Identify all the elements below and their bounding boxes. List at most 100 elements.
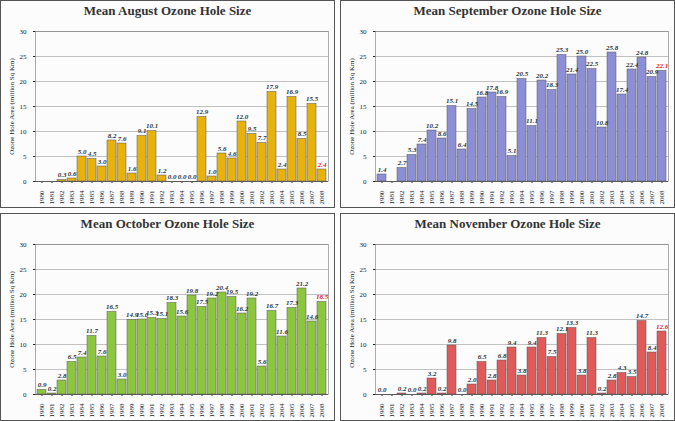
- svg-text:8.5: 8.5: [298, 130, 307, 138]
- svg-text:18.5: 18.5: [316, 293, 329, 301]
- svg-text:1980: 1980: [38, 403, 46, 418]
- svg-text:30: 30: [20, 28, 28, 36]
- svg-text:25: 25: [20, 266, 28, 274]
- svg-text:2.4: 2.4: [277, 161, 287, 169]
- svg-text:5.1: 5.1: [508, 147, 517, 155]
- svg-text:2004: 2004: [618, 403, 626, 418]
- svg-text:12.0: 12.0: [236, 113, 249, 121]
- svg-text:6.5: 6.5: [478, 353, 487, 361]
- svg-text:3.8: 3.8: [577, 367, 587, 375]
- svg-text:1990: 1990: [138, 190, 146, 205]
- svg-text:1991: 1991: [148, 190, 156, 205]
- svg-text:2000: 2000: [578, 190, 586, 205]
- svg-text:22.4: 22.4: [625, 61, 639, 69]
- svg-text:20: 20: [360, 291, 368, 299]
- svg-text:1989: 1989: [468, 403, 476, 418]
- svg-text:0.2: 0.2: [438, 385, 447, 393]
- svg-text:0.0: 0.0: [178, 173, 187, 181]
- svg-text:1993: 1993: [168, 403, 176, 418]
- svg-text:1995: 1995: [528, 190, 536, 205]
- svg-text:2002: 2002: [598, 403, 606, 418]
- svg-text:1987: 1987: [448, 190, 456, 205]
- svg-text:2003: 2003: [268, 190, 276, 205]
- svg-text:0.0: 0.0: [378, 386, 387, 394]
- svg-text:1992: 1992: [498, 403, 506, 418]
- svg-text:0.2: 0.2: [398, 385, 407, 393]
- svg-text:20: 20: [20, 78, 28, 86]
- svg-text:2008: 2008: [658, 190, 666, 205]
- svg-text:1988: 1988: [118, 190, 126, 205]
- svg-text:2004: 2004: [278, 190, 286, 205]
- svg-text:10: 10: [360, 128, 368, 136]
- svg-text:14.7: 14.7: [636, 312, 649, 320]
- svg-text:30: 30: [360, 241, 368, 249]
- svg-text:Ozone Hole Area (million Sq Km: Ozone Hole Area (million Sq Km): [348, 271, 356, 368]
- svg-text:2001: 2001: [248, 403, 256, 418]
- svg-text:1996: 1996: [198, 190, 206, 205]
- svg-text:1981: 1981: [48, 403, 56, 418]
- svg-text:15: 15: [20, 103, 28, 111]
- svg-text:1989: 1989: [128, 403, 136, 418]
- svg-text:21.4: 21.4: [565, 66, 579, 74]
- svg-text:14.6: 14.6: [306, 313, 319, 321]
- svg-text:8.6: 8.6: [438, 130, 447, 138]
- svg-text:1999: 1999: [228, 403, 236, 418]
- svg-text:10.8: 10.8: [596, 119, 609, 127]
- svg-text:5: 5: [363, 153, 367, 161]
- svg-text:7.7: 7.7: [258, 134, 267, 142]
- svg-text:1985: 1985: [428, 190, 436, 205]
- svg-text:1990: 1990: [478, 403, 486, 418]
- svg-text:3.5: 3.5: [627, 368, 637, 376]
- svg-text:0: 0: [363, 178, 367, 186]
- svg-text:16.9: 16.9: [286, 88, 299, 96]
- svg-text:20: 20: [20, 291, 28, 299]
- svg-text:3.0: 3.0: [117, 371, 127, 379]
- svg-text:25: 25: [20, 53, 28, 61]
- svg-text:20: 20: [360, 78, 368, 86]
- svg-text:1994: 1994: [518, 190, 526, 205]
- svg-text:0.3: 0.3: [58, 171, 67, 179]
- svg-text:1985: 1985: [88, 190, 96, 205]
- svg-text:4.6: 4.6: [227, 150, 237, 158]
- svg-text:6.5: 6.5: [68, 353, 77, 361]
- svg-text:2007: 2007: [308, 403, 316, 418]
- svg-text:1999: 1999: [568, 403, 576, 418]
- svg-text:16.2: 16.2: [236, 305, 249, 313]
- svg-text:0.9: 0.9: [38, 381, 47, 389]
- svg-text:2007: 2007: [308, 190, 316, 205]
- svg-text:5: 5: [23, 366, 27, 374]
- svg-text:1985: 1985: [428, 403, 436, 418]
- svg-text:1980: 1980: [378, 403, 386, 418]
- svg-text:9.5: 9.5: [248, 125, 257, 133]
- svg-text:1990: 1990: [478, 190, 486, 205]
- svg-text:7.5: 7.5: [548, 348, 557, 356]
- svg-text:25.0: 25.0: [575, 48, 589, 56]
- svg-text:2005: 2005: [628, 190, 636, 205]
- svg-text:19.8: 19.8: [186, 287, 199, 295]
- svg-text:1998: 1998: [558, 190, 566, 205]
- svg-text:16.9: 16.9: [496, 88, 509, 96]
- svg-text:1996: 1996: [538, 403, 546, 418]
- svg-text:1999: 1999: [228, 190, 236, 205]
- svg-text:1987: 1987: [448, 403, 456, 418]
- svg-text:2004: 2004: [278, 403, 286, 418]
- svg-text:2005: 2005: [288, 403, 296, 418]
- svg-text:1992: 1992: [158, 190, 166, 205]
- svg-text:1982: 1982: [58, 403, 66, 418]
- svg-text:2002: 2002: [598, 190, 606, 205]
- svg-text:10: 10: [20, 341, 28, 349]
- svg-text:2003: 2003: [608, 190, 616, 205]
- svg-text:1993: 1993: [508, 190, 516, 205]
- svg-text:Ozone Hole Area (million Sq Km: Ozone Hole Area (million Sq Km): [8, 271, 16, 368]
- svg-text:16.7: 16.7: [266, 302, 279, 310]
- svg-text:0: 0: [23, 391, 27, 399]
- svg-text:20.5: 20.5: [515, 70, 529, 78]
- svg-text:2006: 2006: [298, 403, 306, 418]
- svg-text:1981: 1981: [48, 190, 56, 205]
- svg-text:25: 25: [360, 53, 368, 61]
- svg-text:1989: 1989: [128, 190, 136, 205]
- svg-text:1.0: 1.0: [208, 168, 217, 176]
- svg-text:1998: 1998: [558, 403, 566, 418]
- svg-text:2007: 2007: [648, 403, 656, 418]
- svg-text:1994: 1994: [518, 403, 526, 418]
